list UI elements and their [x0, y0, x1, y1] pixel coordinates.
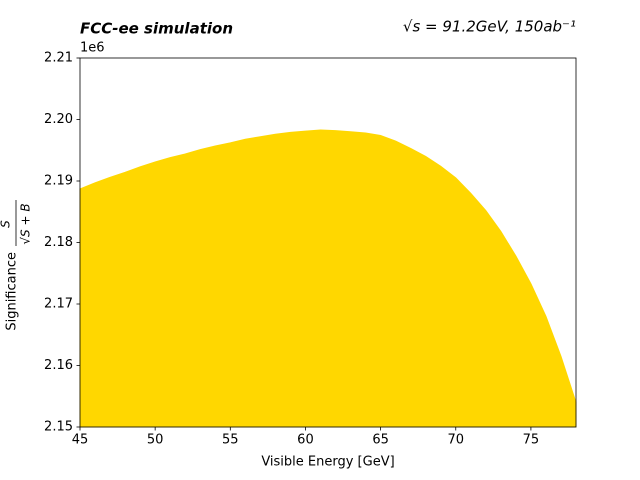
- x-tick-label: 70: [447, 433, 464, 448]
- y-axis-label-numerator: S: [0, 220, 13, 228]
- y-axis-label: Significance: [5, 252, 20, 331]
- x-tick-label: 60: [297, 433, 314, 448]
- chart-title: FCC-ee simulation: [80, 20, 233, 38]
- y-axis-label-denominator: √S + B: [19, 203, 33, 244]
- x-tick-label: 45: [72, 433, 89, 448]
- y-tick-label: 2.16: [44, 358, 73, 373]
- y-tick-label: 2.15: [44, 420, 73, 435]
- x-tick-label: 50: [147, 433, 164, 448]
- y-tick-label: 2.19: [44, 174, 73, 189]
- x-tick-label: 75: [523, 433, 540, 448]
- x-tick-label: 65: [372, 433, 389, 448]
- area: [79, 129, 577, 428]
- y-offset: 1e6: [80, 41, 105, 56]
- y-tick-label: 2.20: [44, 112, 73, 127]
- x-axis-label: Visible Energy [GeV]: [261, 455, 394, 470]
- annotation: √s = 91.2GeV, 150ab⁻¹: [403, 18, 576, 36]
- y-tick-label: 2.17: [44, 297, 73, 312]
- x-tick-label: 55: [222, 433, 239, 448]
- y-tick-label: 2.21: [44, 51, 73, 66]
- y-tick-label: 2.18: [44, 235, 73, 250]
- y-axis-label-group: Significance S √S + B: [0, 200, 33, 331]
